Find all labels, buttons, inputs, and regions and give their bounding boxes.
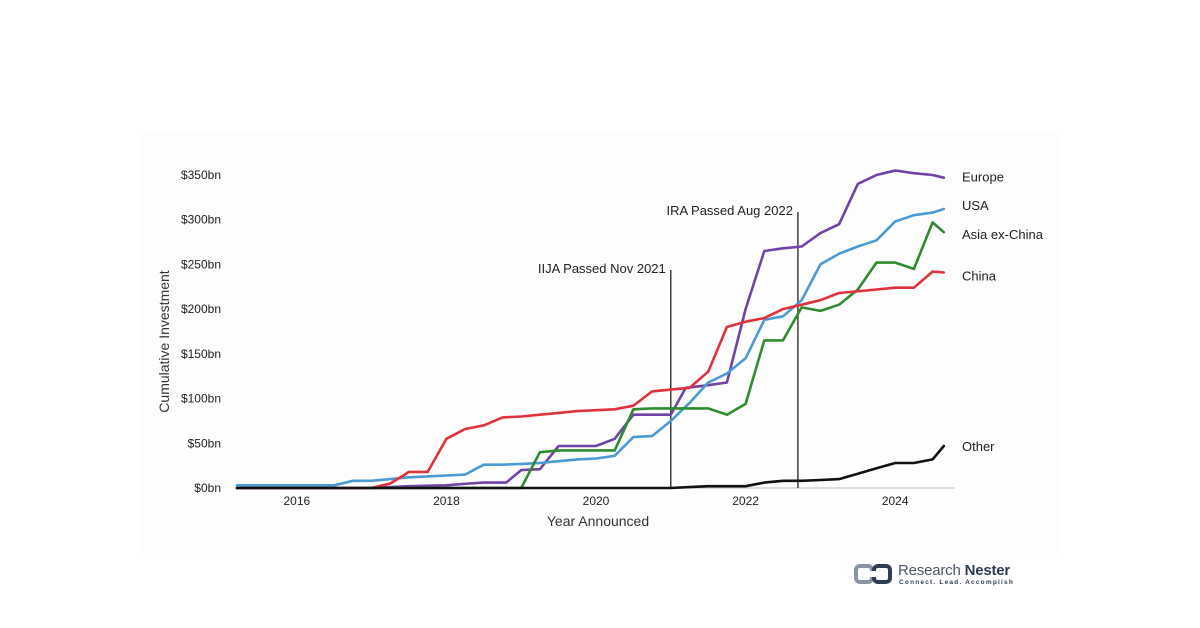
research-nester-logo: Research Nester Connect. Lead. Accomplis… [854, 561, 1024, 591]
y-tick-label: $0bn [194, 481, 221, 495]
annotation-label: IRA Passed Aug 2022 [666, 203, 792, 218]
annotation-label: IIJA Passed Nov 2021 [538, 261, 666, 276]
y-tick-label: $250bn [181, 257, 221, 271]
series-line-usa [235, 207, 946, 487]
annotations: IIJA Passed Nov 2021 IRA Passed Aug 2022 [538, 203, 799, 488]
research-nester-logo-icon [854, 564, 892, 584]
x-axis-title: Year Announced [547, 513, 649, 529]
x-tick-label: 2016 [283, 494, 310, 508]
chart-panel [140, 133, 1060, 553]
series-line-china [235, 270, 946, 490]
logo-tagline: Connect. Lead. Accomplish [899, 579, 1014, 586]
y-tick-label: $200bn [181, 302, 221, 316]
y-tick-label: $50bn [188, 436, 221, 450]
series-lines [235, 169, 946, 490]
logo-name-bold: Nester [964, 562, 1011, 579]
y-axis-title: Cumulative Investment [156, 270, 172, 413]
series-label-europe: Europe [962, 170, 1004, 185]
y-tick-label: $100bn [181, 392, 221, 406]
x-tick-label: 2022 [732, 494, 759, 508]
logo-wordmark: Research Nester [898, 562, 1010, 579]
series-line-other [235, 444, 946, 490]
x-tick-label: 2018 [433, 494, 460, 508]
series-label-usa: USA [962, 198, 989, 213]
y-tick-label: $350bn [181, 168, 221, 182]
series-labels: Europe USA Asia ex-China China Other [962, 170, 1044, 454]
logo-name-light: Research [898, 562, 961, 579]
axes: $0bn $50bn $100bn $150bn $200bn $250bn $300bn $… [156, 168, 955, 529]
series-line-europe [235, 169, 946, 490]
y-tick-label: $300bn [181, 213, 221, 227]
series-line-asia-ex-china [235, 221, 946, 490]
x-tick-label: 2020 [583, 494, 610, 508]
series-label-asia-ex-china: Asia ex-China [962, 227, 1044, 242]
series-label-china: China [962, 268, 997, 283]
y-tick-label: $150bn [181, 347, 221, 361]
x-tick-label: 2024 [882, 494, 909, 508]
series-label-other: Other [962, 439, 995, 454]
